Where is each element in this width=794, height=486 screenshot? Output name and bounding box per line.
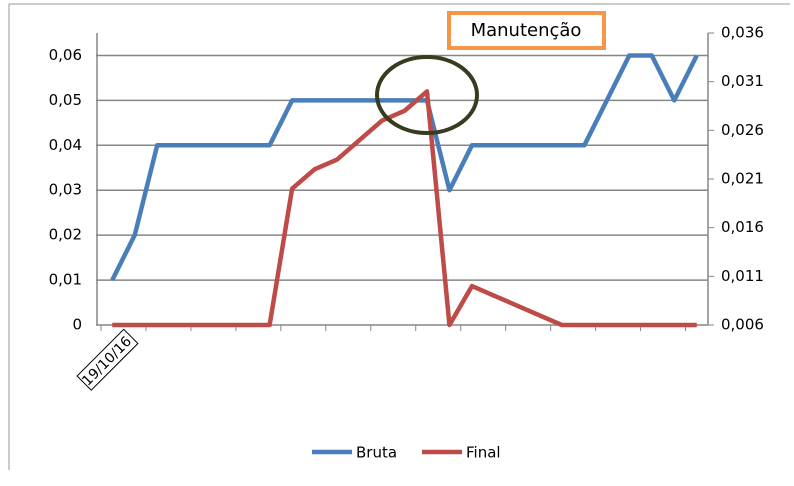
x-tick-label-group: 19/10/16: [76, 328, 139, 391]
chart-border: [8, 3, 790, 470]
y-tick-label: 0,02: [49, 226, 82, 244]
y-tick-label: 0,05: [49, 91, 82, 109]
y2-tick-label: 0,031: [721, 72, 764, 90]
y-tick-label: 0,06: [49, 46, 82, 64]
annotation-box: [447, 11, 606, 50]
legend-label: Final: [466, 444, 501, 462]
legend-label: Bruta: [356, 444, 397, 462]
x-tick-label: 19/10/16: [79, 334, 135, 390]
y-tick-label: 0,04: [49, 136, 82, 154]
annotation: Manutenção: [471, 20, 582, 41]
y2-tick-label: 0,011: [721, 267, 764, 285]
highlight-circle: [375, 55, 479, 135]
y2-tick-label: 0,026: [721, 121, 764, 139]
y2-tick-label: 0,021: [721, 170, 764, 188]
y-tick-label: 0: [72, 316, 82, 334]
series-line: [112, 89, 697, 328]
y2-tick-label: 0,036: [721, 24, 764, 42]
y2-tick-label: 0,016: [721, 218, 764, 236]
y-tick-label: 0,01: [49, 271, 82, 289]
series-line: [110, 53, 699, 282]
y-tick-label: 0,03: [49, 181, 82, 199]
x-label-box: [76, 328, 139, 391]
y2-tick-label: 0,006: [721, 316, 764, 334]
